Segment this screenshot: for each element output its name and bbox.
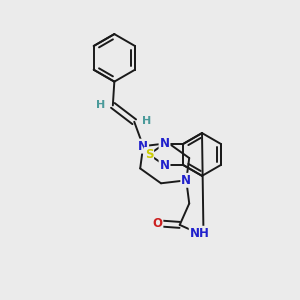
Text: N: N: [160, 159, 170, 172]
Text: S: S: [145, 148, 153, 161]
Text: O: O: [152, 217, 162, 230]
Text: NH: NH: [190, 227, 210, 240]
Text: H: H: [96, 100, 105, 110]
Text: H: H: [142, 116, 152, 126]
Text: N: N: [181, 174, 191, 187]
Text: N: N: [138, 140, 148, 153]
Text: N: N: [160, 137, 170, 150]
